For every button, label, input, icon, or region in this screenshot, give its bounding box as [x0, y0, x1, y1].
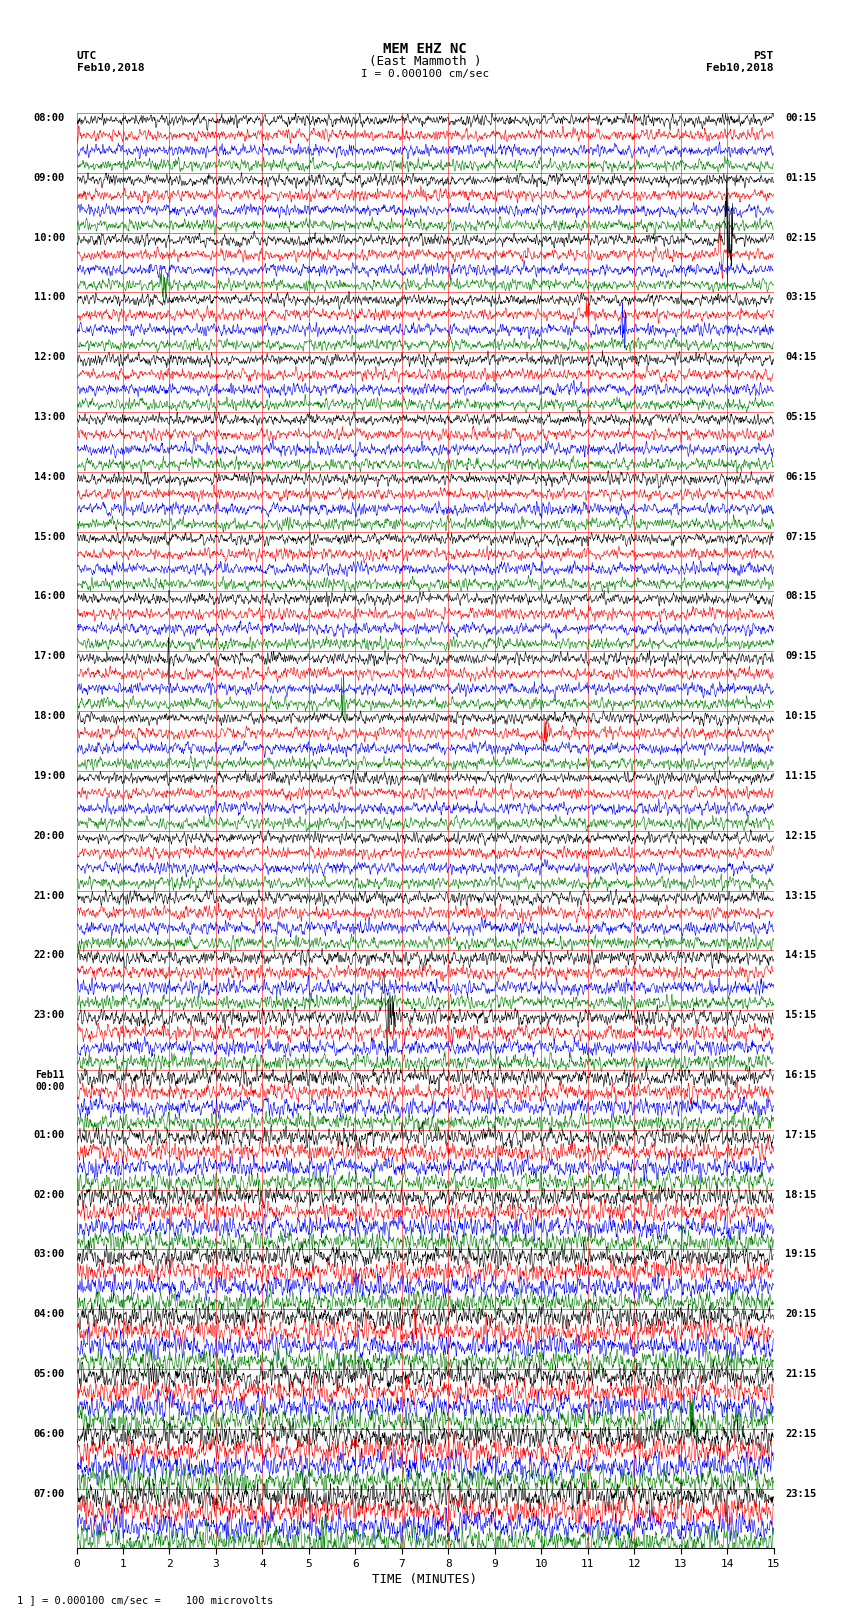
- Text: 03:00: 03:00: [34, 1250, 65, 1260]
- Text: 16:00: 16:00: [34, 592, 65, 602]
- Text: 12:15: 12:15: [785, 831, 816, 840]
- Text: 18:00: 18:00: [34, 711, 65, 721]
- Text: 23:15: 23:15: [785, 1489, 816, 1498]
- Text: 21:00: 21:00: [34, 890, 65, 900]
- Text: 02:00: 02:00: [34, 1190, 65, 1200]
- Text: 19:00: 19:00: [34, 771, 65, 781]
- Text: 18:15: 18:15: [785, 1190, 816, 1200]
- Text: 02:15: 02:15: [785, 232, 816, 242]
- Text: 09:00: 09:00: [34, 173, 65, 182]
- Text: 15:15: 15:15: [785, 1010, 816, 1019]
- Text: 21:15: 21:15: [785, 1369, 816, 1379]
- Text: 03:15: 03:15: [785, 292, 816, 302]
- Text: 17:00: 17:00: [34, 652, 65, 661]
- Text: Feb10,2018: Feb10,2018: [706, 63, 774, 73]
- Text: 04:15: 04:15: [785, 352, 816, 363]
- Text: 06:00: 06:00: [34, 1429, 65, 1439]
- Text: 08:00: 08:00: [34, 113, 65, 123]
- Text: I = 0.000100 cm/sec: I = 0.000100 cm/sec: [361, 69, 489, 79]
- Text: 04:00: 04:00: [34, 1310, 65, 1319]
- Text: 20:00: 20:00: [34, 831, 65, 840]
- Text: 10:15: 10:15: [785, 711, 816, 721]
- Text: 07:15: 07:15: [785, 532, 816, 542]
- Text: 01:15: 01:15: [785, 173, 816, 182]
- Text: 15:00: 15:00: [34, 532, 65, 542]
- Text: 14:00: 14:00: [34, 473, 65, 482]
- Text: Feb10,2018: Feb10,2018: [76, 63, 144, 73]
- Text: 1 ] = 0.000100 cm/sec =    100 microvolts: 1 ] = 0.000100 cm/sec = 100 microvolts: [17, 1595, 273, 1605]
- Text: 13:00: 13:00: [34, 411, 65, 423]
- Text: 01:00: 01:00: [34, 1129, 65, 1140]
- Text: MEM EHZ NC: MEM EHZ NC: [383, 42, 467, 56]
- Text: 14:15: 14:15: [785, 950, 816, 960]
- Text: 19:15: 19:15: [785, 1250, 816, 1260]
- Text: 16:15: 16:15: [785, 1069, 816, 1081]
- Text: 22:15: 22:15: [785, 1429, 816, 1439]
- Text: 20:15: 20:15: [785, 1310, 816, 1319]
- Text: 13:15: 13:15: [785, 890, 816, 900]
- Text: UTC: UTC: [76, 52, 97, 61]
- Text: 23:00: 23:00: [34, 1010, 65, 1019]
- X-axis label: TIME (MINUTES): TIME (MINUTES): [372, 1573, 478, 1586]
- Text: PST: PST: [753, 52, 774, 61]
- Text: 07:00: 07:00: [34, 1489, 65, 1498]
- Text: 22:00: 22:00: [34, 950, 65, 960]
- Text: 05:15: 05:15: [785, 411, 816, 423]
- Text: 09:15: 09:15: [785, 652, 816, 661]
- Text: 10:00: 10:00: [34, 232, 65, 242]
- Text: Feb11
00:00: Feb11 00:00: [36, 1069, 65, 1092]
- Text: 11:00: 11:00: [34, 292, 65, 302]
- Text: 11:15: 11:15: [785, 771, 816, 781]
- Text: 00:15: 00:15: [785, 113, 816, 123]
- Text: 06:15: 06:15: [785, 473, 816, 482]
- Text: 17:15: 17:15: [785, 1129, 816, 1140]
- Text: 08:15: 08:15: [785, 592, 816, 602]
- Text: 12:00: 12:00: [34, 352, 65, 363]
- Text: (East Mammoth ): (East Mammoth ): [369, 55, 481, 68]
- Text: 05:00: 05:00: [34, 1369, 65, 1379]
